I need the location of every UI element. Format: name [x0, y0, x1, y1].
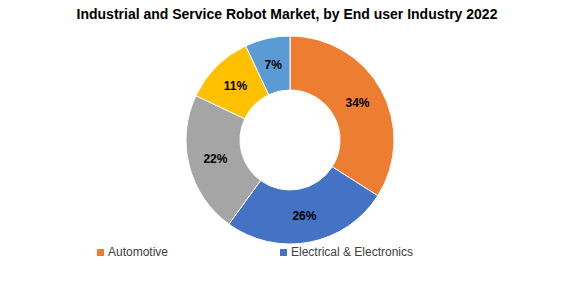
svg-text:26%: 26%: [292, 209, 316, 223]
svg-text:22%: 22%: [203, 152, 227, 166]
svg-text:11%: 11%: [224, 79, 248, 93]
svg-text:34%: 34%: [345, 96, 369, 110]
html-text:Automotive: Automotive: [108, 245, 168, 259]
svg-text:7%: 7%: [265, 58, 283, 72]
html-text:Electrical & Electronics: Electrical & Electronics: [291, 245, 413, 259]
html-text:Industrial and Service Robot M: Industrial and Service Robot Market, by …: [76, 6, 498, 22]
